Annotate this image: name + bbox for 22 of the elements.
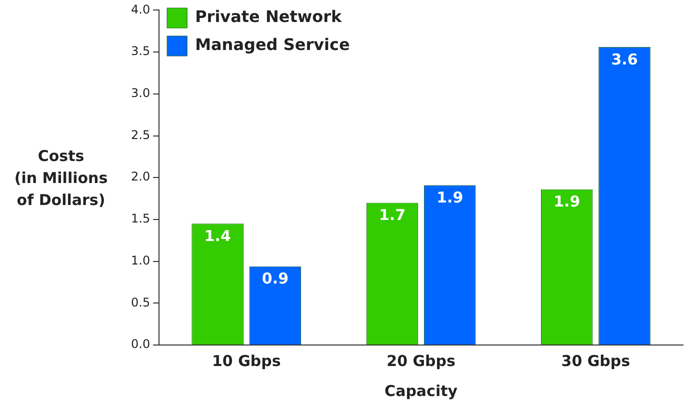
y-tick-label: 1.5 [130,212,150,226]
x-tick-label: 30 Gbps [561,352,630,370]
y-tick-label: 1.0 [130,253,150,268]
data-label: 1.9 [436,188,464,207]
y-axis-title: Costs (in Millions of Dollars) [13,146,109,211]
x-axis-title: Capacity [384,382,458,400]
legend-label: Private Network [195,7,342,26]
y-tick-label: 0.5 [130,295,150,310]
data-label: 1.7 [378,206,406,224]
data-label: 3.6 [611,50,638,68]
y-tick-label: 0.0 [130,337,150,352]
data-label: 1.9 [554,192,580,211]
y-tick-label: 3.0 [130,86,150,100]
data-label: 0.9 [262,270,289,288]
y-tick-label: 4.0 [130,2,150,16]
y-tick-label: 3.5 [130,44,150,58]
x-tick-label: 20 Gbps [386,352,456,370]
legend-label: Managed Service [195,35,350,54]
y-tick-label: 2.5 [130,128,150,142]
y-tick-label: 2.0 [130,170,150,184]
data-label: 1.4 [204,227,231,246]
x-tick-label: 10 Gbps [212,352,281,370]
